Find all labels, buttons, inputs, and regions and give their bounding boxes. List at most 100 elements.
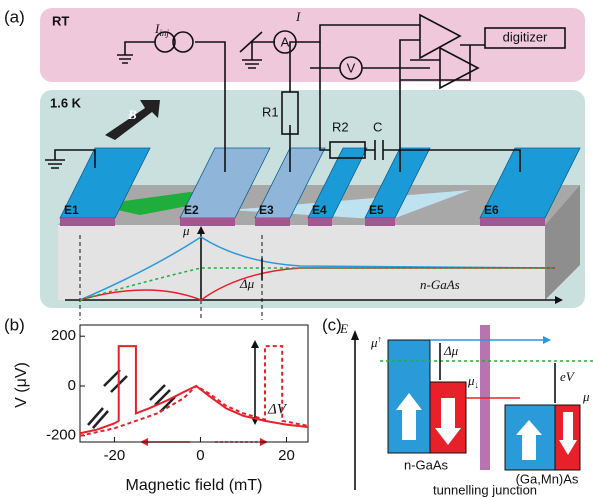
- energy-diagram-polygon: [435, 398, 461, 445]
- circuit-rect: [329, 141, 366, 159]
- circuit-circle: [339, 56, 363, 80]
- digitizer-label: digitizer: [503, 29, 548, 44]
- r1-label: R1: [262, 104, 279, 119]
- energy-axis-label: E: [339, 321, 348, 336]
- plot-frame: [79, 324, 309, 443]
- ammeter-label: A: [281, 34, 290, 49]
- potential-profile-path: [79, 267, 555, 301]
- energy-diagram: [351, 325, 593, 490]
- energy-diagram-polygon: [351, 330, 359, 340]
- circuit-polygon: [439, 46, 480, 90]
- cold-label: 1.6 K: [50, 95, 82, 110]
- rt-label: RT: [52, 13, 69, 28]
- circuit-path: [319, 42, 521, 172]
- material-label: n-GaAs: [420, 277, 460, 292]
- mu-label: μ: [182, 223, 190, 238]
- contact-front: [308, 218, 332, 226]
- y-tick-label: -200: [46, 427, 76, 444]
- contact-front: [255, 218, 290, 226]
- x-tick-label: 20: [278, 447, 295, 464]
- contact-label: E5: [369, 203, 384, 217]
- delta-mu-label: Δμ: [239, 276, 255, 291]
- contact-front: [480, 218, 545, 226]
- curve: [79, 345, 309, 435]
- mu-symbol: μ: [467, 373, 475, 388]
- field-arrow-polygon: [105, 100, 160, 140]
- contact-label: E4: [312, 203, 327, 217]
- annotation: ΔV: [267, 401, 288, 417]
- injector-subscript: inj: [159, 28, 169, 38]
- voltmeter-label: V: [347, 60, 356, 75]
- field-arrow: [105, 100, 160, 140]
- mu-up-subscript: ↑: [378, 334, 383, 344]
- left-material: n-GaAs: [404, 457, 449, 472]
- room-temperature-box: [40, 8, 585, 82]
- injector-label: Iinj: [154, 21, 169, 38]
- slab: [58, 185, 580, 300]
- slab-rect: [58, 225, 545, 300]
- panel-label: (c): [322, 315, 342, 334]
- ev-label: eV: [560, 369, 576, 384]
- potential-profile: [65, 226, 563, 320]
- circuit-path: [239, 31, 263, 69]
- circuit-circle: [172, 31, 194, 53]
- mu-down-subscript: ↓: [475, 380, 480, 390]
- room-temperature-box-rect: [40, 8, 585, 82]
- energy-diagram-path: [439, 343, 556, 403]
- circuit-path: [45, 159, 65, 169]
- r2-label: R2: [332, 119, 349, 134]
- contact-front: [180, 218, 235, 226]
- curve: [79, 345, 309, 437]
- c-label: C: [373, 119, 382, 134]
- mu-down-label: μ↓: [467, 373, 479, 390]
- potential-profile-path: [79, 236, 556, 301]
- field-label: B: [127, 107, 137, 122]
- mu-symbol: μ: [370, 335, 378, 350]
- circuit: [45, 13, 566, 172]
- injector-symbol: I: [154, 21, 160, 36]
- x-tick-label: -20: [104, 447, 126, 464]
- energy-diagram-polygon: [516, 420, 542, 460]
- chart-arrows: [87, 340, 268, 446]
- circuit-circle: [273, 30, 297, 54]
- energy-diagram-polygon: [559, 412, 577, 455]
- x-axis-label: Magnetic field (mT): [126, 477, 263, 494]
- contact-label: E3: [259, 203, 274, 217]
- contact-label: E1: [64, 203, 79, 217]
- circuit-path: [310, 39, 485, 172]
- circuit-rect: [281, 91, 299, 135]
- x-tick-label: 0: [196, 447, 204, 464]
- contacts: E1 E2 E3 E4 E5 E6: [59, 147, 581, 226]
- slab-polygon: [545, 185, 580, 300]
- circuit-path: [252, 24, 420, 172]
- panel-label: (a): [4, 7, 25, 26]
- circuit-circle: [154, 31, 176, 53]
- circuit-path: [117, 54, 133, 64]
- contact-label: E6: [484, 203, 499, 217]
- potential-profile-polygon: [197, 226, 205, 234]
- delta-mu-label: Δμ: [443, 343, 459, 358]
- circuit-polygon: [419, 13, 462, 60]
- junction-label: tunnelling junction: [433, 482, 537, 497]
- potential-profile-polygon: [555, 296, 563, 304]
- right-material: (Ga,Mn)As: [516, 471, 579, 486]
- circuit-path: [374, 140, 384, 160]
- chart-arrows-path: [87, 369, 176, 429]
- chart-arrows-polygon: [251, 340, 259, 348]
- mu-up-label: μ↑: [370, 334, 382, 350]
- y-tick-label: 200: [51, 327, 76, 344]
- circuit-path: [124, 41, 226, 172]
- panel-label: (b): [4, 315, 25, 334]
- y-axis-label: V (μV): [13, 362, 30, 408]
- energy-diagram-polygon: [543, 336, 551, 344]
- circuit-rect: [484, 27, 566, 49]
- energy-diagram-polygon: [396, 393, 422, 440]
- current-label: I: [295, 9, 301, 24]
- contact-label: E2: [184, 203, 199, 217]
- contact-front: [365, 218, 395, 226]
- circuit-path: [54, 149, 96, 168]
- contact-front: [60, 218, 115, 226]
- potential-profile-path: [79, 267, 555, 301]
